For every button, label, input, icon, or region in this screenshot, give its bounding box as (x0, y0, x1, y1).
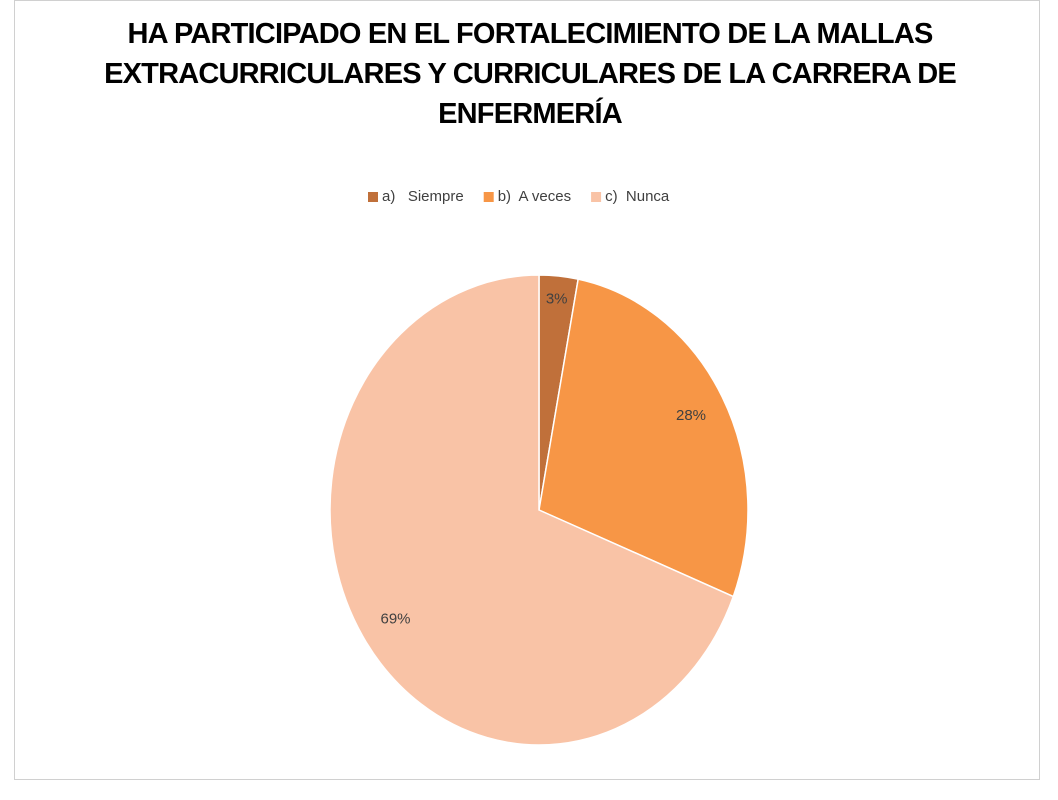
data-label: 28% (676, 407, 706, 424)
legend-label: b) A veces (498, 188, 571, 205)
data-label: 69% (381, 611, 411, 628)
pie-slice (329, 274, 735, 746)
legend-swatch (368, 192, 378, 202)
legend-swatch (591, 192, 602, 202)
legend-swatch (483, 192, 494, 202)
chart-frame (14, 0, 1040, 780)
data-label: 3% (546, 290, 568, 307)
legend-label: a) Siempre (382, 188, 464, 205)
chart-title: HA PARTICIPADO EN EL FORTALECIMIENTO DE … (104, 18, 957, 130)
legend-label: c) Nunca (605, 188, 670, 205)
pie-slice (538, 278, 749, 598)
